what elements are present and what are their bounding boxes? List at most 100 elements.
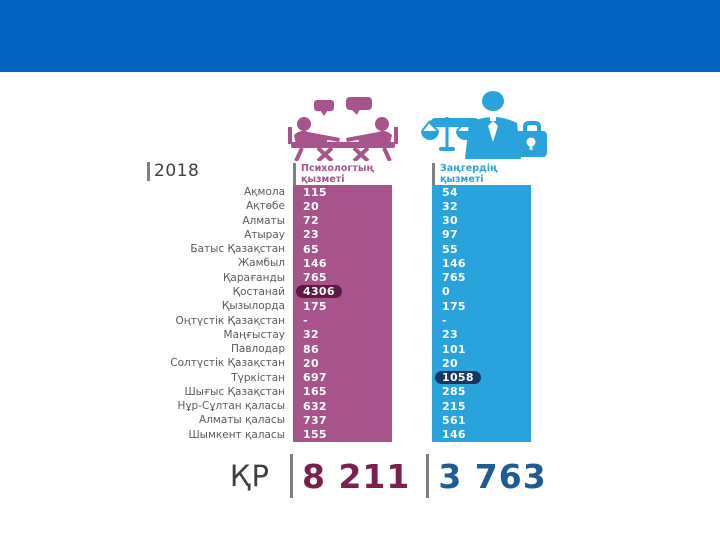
country-total-label: ҚР xyxy=(229,459,270,493)
lawyer-value-cell: 101 xyxy=(432,341,531,357)
table-row: Шымкент қаласы 155 146 xyxy=(145,427,531,442)
table-row: Түркістан 697 1058 xyxy=(145,370,531,385)
region-label: Павлодар xyxy=(230,343,285,356)
table-row: Алматы қаласы 737 561 xyxy=(145,413,531,428)
value: - xyxy=(442,314,447,328)
psychologist-value-cell: 20 xyxy=(293,356,392,371)
psychologist-value-cell: 165 xyxy=(293,384,392,399)
value: 32 xyxy=(303,328,319,342)
year-label-group: 2018 xyxy=(147,161,199,181)
value: 20 xyxy=(303,356,319,370)
table-row: Батыс Қазақстан 65 55 xyxy=(145,242,531,257)
region-label: Батыс Қазақстан xyxy=(190,243,285,256)
region-label: Ақмола xyxy=(243,186,285,199)
value: 30 xyxy=(442,214,458,228)
value: 737 xyxy=(303,413,327,427)
value: 97 xyxy=(442,228,458,242)
region-label: Алматы xyxy=(242,214,285,227)
divider-bar xyxy=(432,163,435,185)
lawyer-value-cell: 54 xyxy=(432,185,531,200)
value: 55 xyxy=(442,242,458,256)
divider-bar xyxy=(147,161,150,181)
divider-bar xyxy=(290,454,293,498)
table-row: Атырау 23 97 xyxy=(145,227,531,243)
lawyer-value-cell: 1058 xyxy=(432,370,531,385)
value: 285 xyxy=(442,385,466,399)
psychologist-value-cell: 155 xyxy=(293,427,392,442)
lawyer-value-cell: 55 xyxy=(432,242,531,257)
region-label: Түркістан xyxy=(231,371,285,384)
value: 86 xyxy=(303,342,319,356)
psychologist-value-cell: 632 xyxy=(293,398,392,414)
psychologist-value-cell: - xyxy=(293,313,392,328)
lawyer-value-cell: 175 xyxy=(432,299,531,314)
psychologist-value-cell: 115 xyxy=(293,185,392,200)
value: 215 xyxy=(442,399,466,413)
table-row: Маңғыстау 32 23 xyxy=(145,327,531,342)
psychologist-value-cell: 23 xyxy=(293,227,392,243)
data-table: Ақмола 115 54 Ақтөбе 20 32 Алматы 72 30 Атырау 23 9… xyxy=(145,185,531,442)
value: 0 xyxy=(442,285,450,299)
column-header-label: Психологтың қызметі xyxy=(301,163,375,186)
value: 146 xyxy=(442,428,466,442)
top-banner xyxy=(0,0,720,72)
value: 72 xyxy=(303,214,319,228)
table-row: Ақмола 115 54 xyxy=(145,185,531,200)
psychologist-value-cell: 737 xyxy=(293,413,392,428)
psychologist-value-cell: 86 xyxy=(293,341,392,357)
table-row: Ақтөбе 20 32 xyxy=(145,199,531,214)
region-label: Алматы қаласы xyxy=(199,414,285,427)
psychologist-value-cell: 72 xyxy=(293,213,392,228)
column-header-psychologist: Психологтың қызметі xyxy=(293,163,381,186)
psychologist-value-cell: 65 xyxy=(293,242,392,257)
region-label: Солтүстік Қазақстан xyxy=(170,357,285,370)
lawyer-value-cell: 215 xyxy=(432,398,531,414)
lawyer-value-cell: 23 xyxy=(432,327,531,342)
year-label: 2018 xyxy=(154,161,200,181)
totals-row: ҚР 8 211 3 763 xyxy=(180,452,563,500)
value: 146 xyxy=(442,256,466,270)
value: 23 xyxy=(303,228,319,242)
lawyer-value-cell: 97 xyxy=(432,227,531,243)
value: 165 xyxy=(303,385,327,399)
lawyer-value-cell: 765 xyxy=(432,270,531,285)
value: 632 xyxy=(303,399,327,413)
table-row: Қарағанды 765 765 xyxy=(145,270,531,285)
region-label: Оңтүстік Қазақстан xyxy=(175,314,285,327)
value: 561 xyxy=(442,413,466,427)
table-row: Қызылорда 175 175 xyxy=(145,299,531,314)
value: 765 xyxy=(442,271,466,285)
lawyer-value-cell: 20 xyxy=(432,356,531,371)
table-row: Алматы 72 30 xyxy=(145,213,531,228)
highlighted-value: 1058 xyxy=(435,371,481,385)
psychologist-value-cell: 4306 xyxy=(293,284,392,300)
lawyer-total: 3 763 xyxy=(438,456,547,496)
value: 20 xyxy=(442,356,458,370)
value: 32 xyxy=(442,199,458,213)
psychologist-value-cell: 765 xyxy=(293,270,392,285)
table-row: Павлодар 86 101 xyxy=(145,341,531,357)
table-row: Солтүстік Қазақстан 20 20 xyxy=(145,356,531,371)
region-label: Қарағанды xyxy=(222,271,285,284)
region-label: Шығыс Қазақстан xyxy=(184,385,285,398)
lawyer-value-cell: 146 xyxy=(432,427,531,442)
region-label: Ақтөбе xyxy=(245,200,285,213)
psychologist-value-cell: 146 xyxy=(293,256,392,271)
value: 115 xyxy=(303,185,327,199)
divider-bar xyxy=(426,454,430,498)
lawyer-value-cell: 32 xyxy=(432,199,531,214)
region-label: Атырау xyxy=(244,228,285,241)
value: 146 xyxy=(303,256,327,270)
value: - xyxy=(303,314,308,328)
psychologist-value-cell: 175 xyxy=(293,299,392,314)
region-label: Жамбыл xyxy=(237,257,285,270)
region-label: Қостанай xyxy=(232,285,285,298)
value: 155 xyxy=(303,428,327,442)
region-label: Нұр-Сұлтан қаласы xyxy=(177,400,285,413)
table-row: Шығыс Қазақстан 165 285 xyxy=(145,384,531,399)
region-label: Маңғыстау xyxy=(223,328,285,341)
value: 765 xyxy=(303,271,327,285)
psychologist-value-cell: 32 xyxy=(293,327,392,342)
lawyer-value-cell: 146 xyxy=(432,256,531,271)
value: 23 xyxy=(442,328,458,342)
